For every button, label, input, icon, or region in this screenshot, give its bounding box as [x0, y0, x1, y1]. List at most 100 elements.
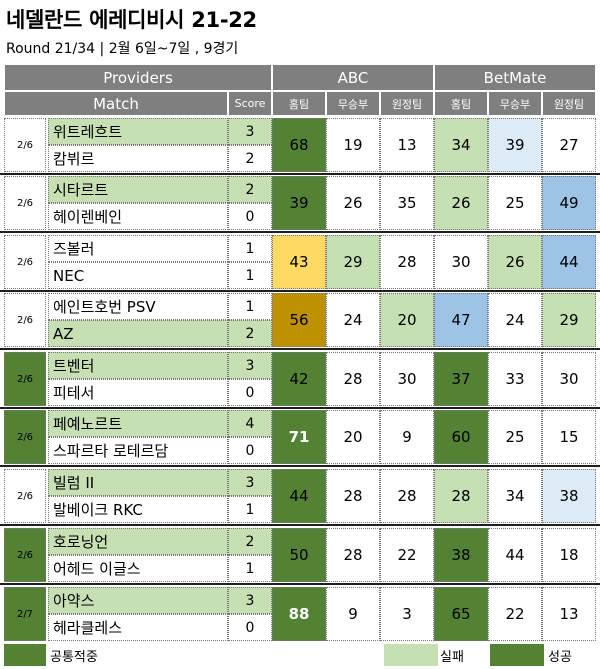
row-divider: [0, 407, 600, 409]
abc-home-odds: 39: [272, 176, 326, 230]
match-date: 2/6: [4, 118, 46, 172]
betmate-away-odds: 49: [542, 176, 596, 230]
row-divider: [0, 290, 600, 292]
home-score: 3: [228, 118, 272, 145]
betmate-home-odds: 37: [434, 352, 488, 406]
abc-draw-odds: 26: [326, 176, 380, 230]
header-abc-away: 원정팀: [380, 91, 434, 116]
away-team: 발베이크 RKC: [48, 496, 228, 523]
betmate-home-odds: 38: [434, 528, 488, 582]
home-team: 아약스: [48, 587, 228, 614]
away-score: 0: [228, 614, 272, 641]
home-score: 3: [228, 469, 272, 496]
match-block: 2/6 빌럼 II 발베이크 RKC 3 1 44 28 28 28 34 38: [0, 469, 600, 523]
away-score: 1: [228, 262, 272, 289]
home-score: 4: [228, 410, 272, 437]
row-divider: [0, 173, 600, 175]
betmate-home-odds: 26: [434, 176, 488, 230]
abc-away-odds: 9: [380, 410, 434, 464]
abc-home-odds: 50: [272, 528, 326, 582]
betmate-home-odds: 28: [434, 469, 488, 523]
away-team: 어헤드 이글스: [48, 555, 228, 582]
home-score: 1: [228, 293, 272, 320]
match-block: 2/6 호로닝언 어헤드 이글스 2 1 50 28 22 38 44 18: [0, 528, 600, 582]
betmate-away-odds: 44: [542, 235, 596, 289]
header-betmate-home: 홈팀: [434, 91, 488, 116]
abc-away-odds: 13: [380, 118, 434, 172]
betmate-home-odds: 65: [434, 587, 488, 641]
match-date: 2/6: [4, 293, 46, 347]
betmate-draw-odds: 24: [488, 293, 542, 347]
betmate-draw-odds: 44: [488, 528, 542, 582]
legend-fail-swatch: [384, 644, 438, 666]
page-title: 네델란드 에레디비시 21-22: [6, 8, 257, 32]
abc-home-odds: 71: [272, 410, 326, 464]
header-abc-home: 홈팀: [272, 91, 326, 116]
betmate-draw-odds: 33: [488, 352, 542, 406]
home-score: 2: [228, 528, 272, 555]
away-team: NEC: [48, 262, 228, 289]
header-abc-draw: 무승부: [326, 91, 380, 116]
abc-away-odds: 3: [380, 587, 434, 641]
header-match: Match: [4, 91, 228, 116]
match-date: 2/6: [4, 469, 46, 523]
away-team: 캄뷔르: [48, 145, 228, 172]
betmate-away-odds: 38: [542, 469, 596, 523]
match-date: 2/7: [4, 587, 46, 641]
row-divider: [0, 348, 600, 350]
home-team: 위트레흐트: [48, 118, 228, 145]
home-team: 빌럼 II: [48, 469, 228, 496]
abc-away-odds: 28: [380, 235, 434, 289]
row-divider: [0, 465, 600, 467]
header-abc: ABC: [272, 64, 434, 91]
abc-home-odds: 42: [272, 352, 326, 406]
row-divider: [0, 524, 600, 526]
betmate-home-odds: 34: [434, 118, 488, 172]
betmate-draw-odds: 39: [488, 118, 542, 172]
away-team: 피테서: [48, 379, 228, 406]
away-team: AZ: [48, 320, 228, 347]
away-score: 0: [228, 379, 272, 406]
away-team: 헤라클레스: [48, 614, 228, 641]
abc-draw-odds: 9: [326, 587, 380, 641]
match-date: 2/6: [4, 235, 46, 289]
abc-draw-odds: 28: [326, 528, 380, 582]
betmate-away-odds: 30: [542, 352, 596, 406]
row-divider: [0, 231, 600, 233]
away-score: 1: [228, 496, 272, 523]
home-team: 트벤터: [48, 352, 228, 379]
header-betmate: BetMate: [434, 64, 596, 91]
legend-common-swatch: [4, 644, 46, 666]
abc-draw-odds: 28: [326, 352, 380, 406]
header-score: Score: [228, 91, 272, 116]
match-block: 2/7 아약스 헤라클레스 3 0 88 9 3 65 22 13: [0, 587, 600, 641]
abc-home-odds: 43: [272, 235, 326, 289]
away-score: 0: [228, 203, 272, 230]
away-team: 스파르타 로테르담: [48, 437, 228, 464]
abc-draw-odds: 29: [326, 235, 380, 289]
legend-success-label: 성공: [548, 649, 572, 665]
legend-success-swatch: [490, 644, 544, 666]
abc-away-odds: 35: [380, 176, 434, 230]
away-score: 2: [228, 320, 272, 347]
abc-home-odds: 44: [272, 469, 326, 523]
abc-draw-odds: 28: [326, 469, 380, 523]
betmate-draw-odds: 34: [488, 469, 542, 523]
match-block: 2/6 트벤터 피테서 3 0 42 28 30 37 33 30: [0, 352, 600, 406]
betmate-away-odds: 13: [542, 587, 596, 641]
home-team: 페예노르트: [48, 410, 228, 437]
home-score: 1: [228, 235, 272, 262]
away-score: 2: [228, 145, 272, 172]
betmate-home-odds: 30: [434, 235, 488, 289]
betmate-draw-odds: 22: [488, 587, 542, 641]
betmate-draw-odds: 26: [488, 235, 542, 289]
abc-away-odds: 28: [380, 469, 434, 523]
match-date: 2/6: [4, 352, 46, 406]
abc-away-odds: 30: [380, 352, 434, 406]
match-block: 2/6 시타르트 헤이렌베인 2 0 39 26 35 26 25 49: [0, 176, 600, 230]
home-team: 에인트호번 PSV: [48, 293, 228, 320]
betmate-away-odds: 29: [542, 293, 596, 347]
home-team: 시타르트: [48, 176, 228, 203]
page-subtitle: Round 21/34 | 2월 6일~7일 , 9경기: [6, 41, 239, 57]
home-score: 2: [228, 176, 272, 203]
